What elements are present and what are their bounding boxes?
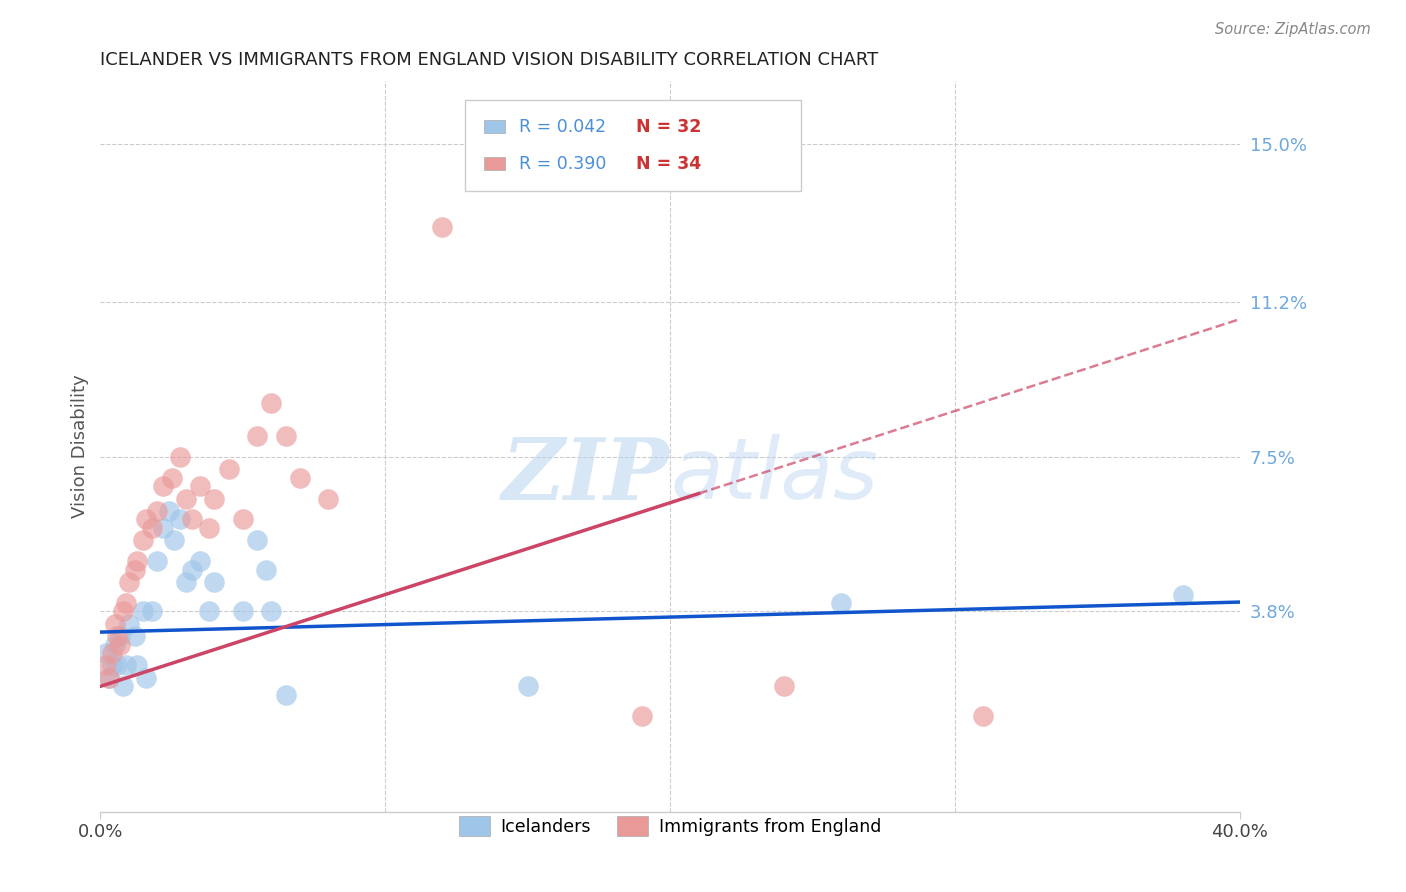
Text: R = 0.042: R = 0.042 — [519, 118, 606, 136]
Point — [107, 629, 129, 643]
Point — [630, 708, 652, 723]
Text: N = 32: N = 32 — [636, 118, 702, 136]
Point — [100, 658, 122, 673]
Point — [163, 533, 186, 548]
Point — [152, 521, 174, 535]
Point — [141, 521, 163, 535]
Point — [124, 562, 146, 576]
Point — [260, 395, 283, 409]
Point — [118, 616, 141, 631]
Point — [188, 554, 211, 568]
Point — [274, 688, 297, 702]
Point — [97, 671, 120, 685]
Point — [132, 533, 155, 548]
Point — [146, 504, 169, 518]
Point — [115, 658, 138, 673]
Point — [218, 462, 240, 476]
Point — [232, 604, 254, 618]
Point — [180, 562, 202, 576]
Y-axis label: Vision Disability: Vision Disability — [72, 375, 89, 518]
Point — [232, 512, 254, 526]
Text: ICELANDER VS IMMIGRANTS FROM ENGLAND VISION DISABILITY CORRELATION CHART: ICELANDER VS IMMIGRANTS FROM ENGLAND VIS… — [100, 51, 879, 69]
FancyBboxPatch shape — [484, 157, 505, 170]
Point — [316, 491, 339, 506]
Point — [246, 533, 269, 548]
Point — [197, 521, 219, 535]
Point — [157, 504, 180, 518]
Point — [127, 554, 149, 568]
Point — [152, 479, 174, 493]
Point — [1171, 588, 1194, 602]
Point — [104, 638, 127, 652]
Point — [107, 658, 129, 673]
Point — [246, 429, 269, 443]
Point — [274, 429, 297, 443]
Point — [94, 646, 117, 660]
Point — [202, 491, 225, 506]
Point — [104, 616, 127, 631]
Point — [180, 512, 202, 526]
Point — [124, 629, 146, 643]
Point — [430, 220, 453, 235]
Point — [100, 646, 122, 660]
Point — [135, 512, 157, 526]
Point — [141, 604, 163, 618]
Point — [112, 604, 135, 618]
Text: N = 34: N = 34 — [636, 154, 702, 173]
Point — [110, 638, 132, 652]
Point — [516, 679, 538, 693]
Point — [202, 575, 225, 590]
Point — [260, 604, 283, 618]
Point — [830, 596, 852, 610]
Point — [174, 575, 197, 590]
Point — [188, 479, 211, 493]
Point — [110, 629, 132, 643]
Point — [132, 604, 155, 618]
Point — [197, 604, 219, 618]
Point — [135, 671, 157, 685]
Point — [97, 671, 120, 685]
Point — [160, 471, 183, 485]
Legend: Icelanders, Immigrants from England: Icelanders, Immigrants from England — [451, 809, 889, 843]
Point — [288, 471, 311, 485]
Text: ZIP: ZIP — [502, 434, 671, 517]
Point — [127, 658, 149, 673]
Point — [169, 512, 191, 526]
FancyBboxPatch shape — [484, 120, 505, 133]
FancyBboxPatch shape — [465, 100, 801, 191]
Point — [118, 575, 141, 590]
Text: R = 0.390: R = 0.390 — [519, 154, 606, 173]
Point — [115, 596, 138, 610]
Point — [972, 708, 994, 723]
Point — [146, 554, 169, 568]
Point — [112, 679, 135, 693]
Point — [169, 450, 191, 464]
Point — [174, 491, 197, 506]
Text: Source: ZipAtlas.com: Source: ZipAtlas.com — [1215, 22, 1371, 37]
Point — [773, 679, 796, 693]
Point — [254, 562, 277, 576]
Text: atlas: atlas — [671, 434, 879, 517]
Point — [94, 658, 117, 673]
